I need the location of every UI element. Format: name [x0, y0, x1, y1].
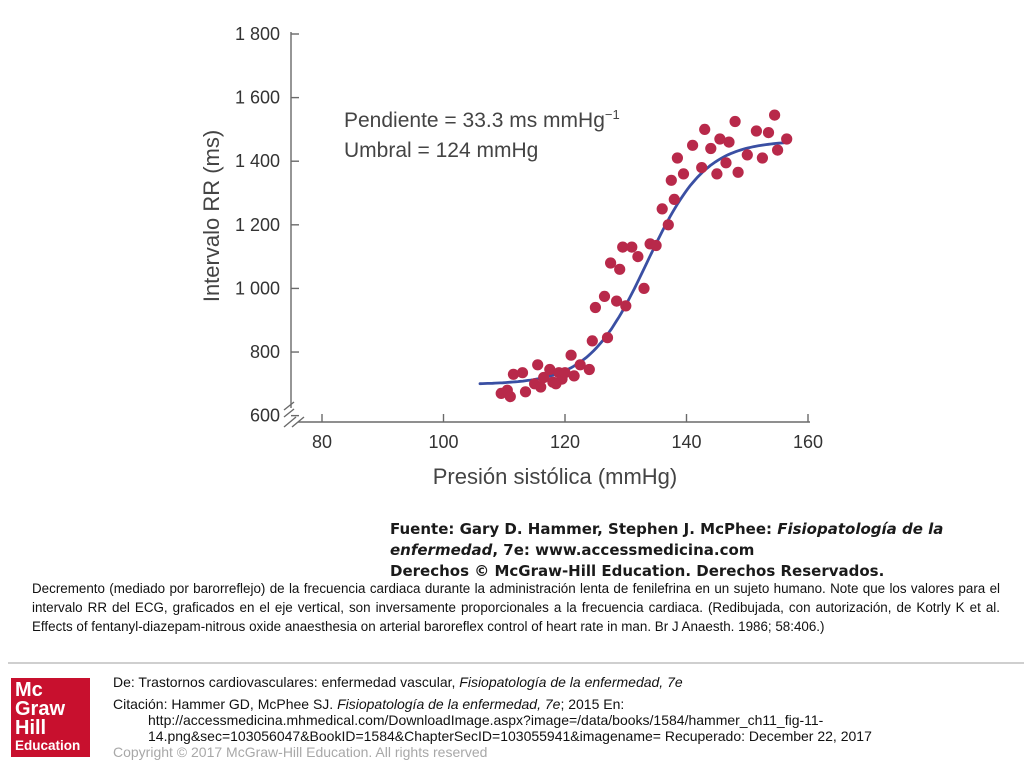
data-point [677, 168, 690, 180]
y-axis-break [283, 408, 295, 418]
citation-footer: De: Trastornos cardiovasculares: enferme… [113, 674, 1013, 760]
citation-url-1[interactable]: http://accessmedicina.mhmedical.com/Down… [148, 712, 824, 728]
data-point [650, 239, 662, 252]
citation-book-title: Fisiopatología de la enfermedad, 7e [337, 696, 561, 712]
data-point [586, 335, 598, 347]
source-website: , 7e: www.accessmedicina.com [492, 541, 755, 559]
scatter-chart: 600 800 1 000 1 200 1 400 1 600 1 800 80 100 120 1… [199, 24, 823, 489]
y-tick-label: 600 [250, 406, 280, 426]
data-point [632, 251, 644, 263]
data-point [769, 109, 781, 121]
y-axis-title: Intervalo RR (ms) [199, 130, 224, 302]
data-point [772, 144, 784, 156]
data-point [671, 152, 683, 164]
citation-authors: Citación: Hammer GD, McPhee SJ. [113, 696, 338, 712]
data-point [729, 115, 741, 128]
data-point [720, 157, 732, 169]
footer-divider [8, 662, 1024, 664]
data-point [732, 166, 744, 178]
slope-annotation-exponent: −1 [605, 107, 620, 122]
data-point [781, 133, 793, 145]
data-point [574, 359, 586, 371]
source-authors: Fuente: Gary D. Hammer, Stephen J. McPhe… [390, 520, 778, 538]
logo-line-3: Hill [15, 717, 47, 739]
data-point [601, 332, 614, 344]
x-tick-label: 120 [550, 432, 580, 452]
data-point [699, 123, 711, 135]
logo-line-2: Graw [15, 698, 66, 720]
y-axis-break [283, 401, 295, 411]
x-tick-label: 160 [793, 432, 823, 452]
data-point [538, 371, 550, 384]
y-tick-label: 1 400 [235, 151, 280, 171]
x-tick-label: 140 [671, 432, 701, 452]
data-point [598, 290, 611, 302]
y-tick-label: 1 200 [235, 215, 280, 235]
data-point [544, 363, 556, 376]
data-point [762, 127, 775, 139]
figure-caption: Decremento (mediado por barorreflejo) de… [32, 581, 1000, 634]
data-point [723, 136, 735, 148]
data-point [626, 241, 638, 253]
publisher-logo: Mc Graw Hill Education [11, 678, 90, 757]
data-point [507, 368, 519, 380]
source-credit: Fuente: Gary D. Hammer, Stephen J. McPhe… [390, 519, 950, 582]
data-point [662, 219, 674, 231]
data-point [665, 174, 677, 186]
x-axis-title: Presión sistólica (mmHg) [433, 464, 678, 489]
data-point [559, 367, 571, 379]
data-point [638, 282, 650, 294]
footer-citation-line: Citación: Hammer GD, McPhee SJ. Fisiopat… [113, 696, 1013, 712]
y-tick-label: 800 [250, 342, 280, 362]
data-point [617, 241, 629, 253]
footer-de-line: De: Trastornos cardiovasculares: enferme… [113, 674, 1013, 690]
citation-url-2[interactable]: 14.png&sec=103056047&BookID=1584&Chapter… [148, 728, 872, 744]
data-point [532, 359, 544, 371]
y-tick-label: 1 800 [235, 24, 280, 44]
data-point [535, 381, 547, 393]
threshold-annotation: Umbral = 124 mmHg [344, 139, 538, 162]
footer-chapter: De: Trastornos cardiovasculares: enferme… [113, 674, 460, 690]
footer-book-title: Fisiopatología de la enfermedad, 7e [459, 674, 683, 690]
y-tick-label: 1 000 [235, 278, 280, 298]
source-line-1: Fuente: Gary D. Hammer, Stephen J. McPhe… [390, 519, 950, 540]
data-point [589, 301, 601, 314]
data-point [711, 168, 723, 180]
x-tick-label: 80 [312, 432, 332, 452]
data-point [750, 125, 763, 137]
logo-line-4: Education [15, 738, 81, 753]
data-point [696, 162, 708, 174]
data-point [741, 149, 753, 161]
logo-line-1: Mc [15, 679, 43, 701]
data-point [519, 386, 532, 398]
data-point [568, 370, 580, 382]
data-point [611, 295, 623, 307]
data-point [620, 300, 632, 312]
fit-curve [478, 141, 786, 386]
slope-annotation: Pendiente = 33.3 ms mmHg−1 [344, 107, 620, 132]
x-axis-break [283, 416, 297, 428]
x-tick-label: 100 [428, 432, 458, 452]
data-point [714, 133, 726, 145]
source-book-title: Fisiopatología de la [777, 520, 944, 538]
data-point [565, 349, 577, 361]
data-point [614, 263, 626, 275]
data-point [504, 391, 516, 403]
source-line-3: Derechos © McGraw-Hill Education. Derech… [390, 562, 885, 580]
data-point [516, 367, 529, 379]
citation-year: ; 2015 En: [560, 696, 625, 712]
data-point [656, 203, 668, 215]
data-point [605, 257, 617, 269]
data-point [668, 193, 680, 205]
copyright-notice: Copyright © 2017 McGraw-Hill Education. … [113, 744, 488, 760]
data-point [583, 363, 595, 376]
source-book-title-end: enfermedad [390, 541, 493, 559]
y-tick-label: 1 600 [235, 88, 280, 108]
data-point [756, 152, 769, 164]
figure-panel: 600 800 1 000 1 200 1 400 1 600 1 800 80 100 120 1… [190, 16, 943, 580]
source-line-2: enfermedad, 7e: www.accessmedicina.com [390, 540, 950, 561]
data-point [705, 142, 717, 155]
data-point [687, 139, 699, 151]
